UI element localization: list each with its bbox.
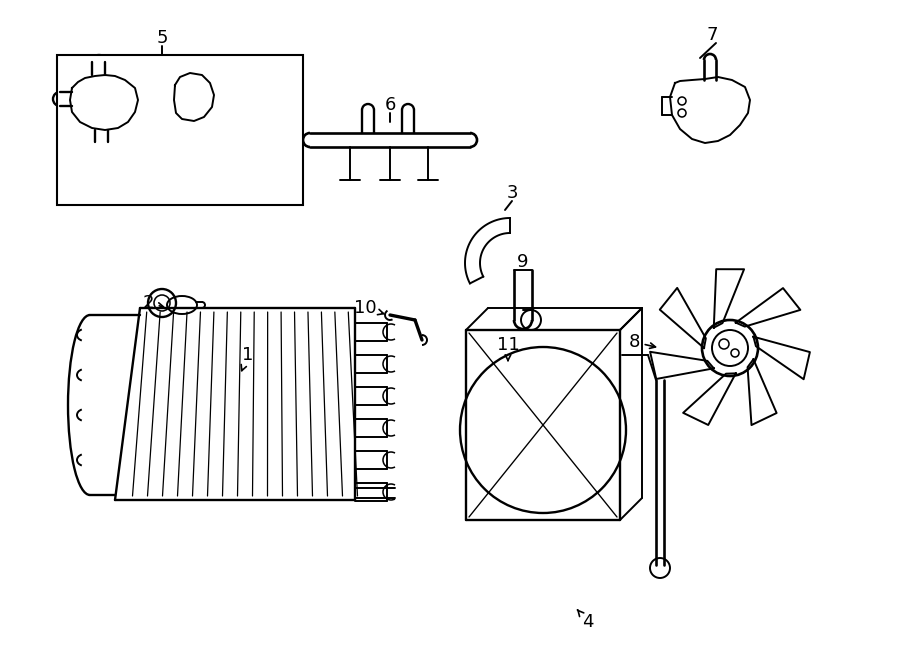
Text: 11: 11 <box>497 336 519 360</box>
Text: 5: 5 <box>157 29 167 47</box>
Text: 9: 9 <box>518 253 529 271</box>
Bar <box>57 55 303 205</box>
Text: 4: 4 <box>578 610 594 631</box>
Text: 8: 8 <box>628 333 655 351</box>
Text: 2: 2 <box>142 294 164 312</box>
Text: 10: 10 <box>354 299 383 317</box>
Text: 6: 6 <box>384 96 396 114</box>
Text: 7: 7 <box>706 26 718 44</box>
Text: 3: 3 <box>506 184 518 202</box>
Text: 1: 1 <box>241 346 254 371</box>
